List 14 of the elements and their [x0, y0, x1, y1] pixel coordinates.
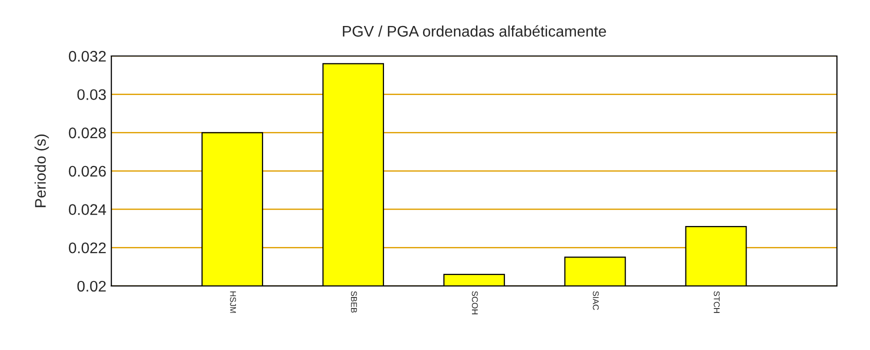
x-tick-label: SBEB: [350, 291, 357, 313]
y-tick-label: 0.02: [77, 280, 106, 292]
x-tick-label: STCH: [714, 291, 720, 313]
y-tick-label: 0.028: [68, 128, 106, 138]
y-tick-label: 0.032: [68, 50, 106, 62]
x-tick-label: HSJM: [230, 291, 236, 313]
x-tick-label: SIAC: [592, 291, 599, 310]
chart-title: PGV / PGA ordenadas alfabéticamente: [342, 25, 606, 37]
x-tick-label: SCOH: [472, 291, 478, 314]
y-tick-label: 0.022: [68, 242, 106, 254]
y-tick-label: 0.03: [77, 89, 106, 100]
y-tick-label: 0.026: [68, 166, 106, 177]
y-axis-title: Periodo (s): [34, 134, 49, 208]
y-tick-label: 0.024: [68, 204, 106, 215]
